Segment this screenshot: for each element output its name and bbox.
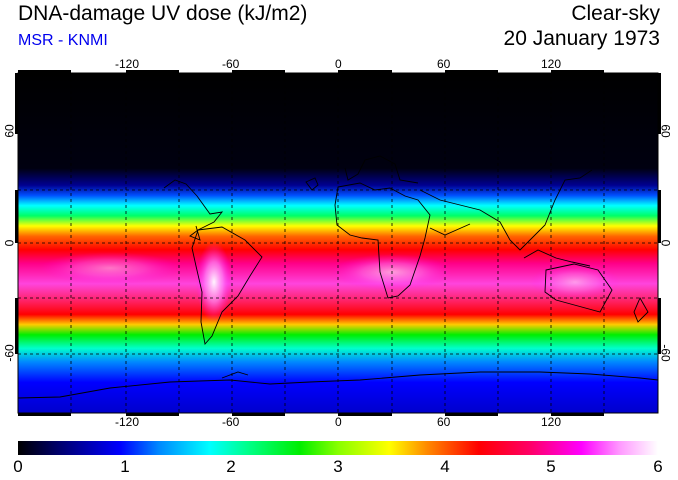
colorbar-label: 5: [546, 457, 556, 476]
lon-tick-top: 0: [335, 57, 342, 71]
colorbar: [18, 441, 658, 455]
lon-tick-bottom: -120: [115, 415, 140, 429]
lon-tick-top: 60: [437, 57, 451, 71]
source-label: MSR - KNMI: [18, 32, 108, 49]
lon-tick-bottom: 120: [541, 415, 562, 429]
coastlines: [18, 155, 658, 399]
lon-tick-top: -60: [222, 57, 240, 71]
lon-tick-top: -120: [115, 57, 140, 71]
date-label: 20 January 1973: [503, 27, 660, 50]
lon-tick-bottom: 0: [335, 415, 342, 429]
australia-hotspot: [530, 264, 620, 300]
colorbar-label: 0: [13, 457, 23, 476]
colorbar-label: 1: [120, 457, 130, 476]
lon-tick-top: 120: [541, 57, 562, 71]
lon-tick-bottom: -60: [222, 415, 240, 429]
graticule: [18, 73, 658, 413]
pacific-hotspot: [40, 252, 180, 284]
colorbar-label: 4: [440, 457, 450, 476]
lon-tick-bottom: 60: [437, 415, 451, 429]
border-scale: [15, 70, 661, 416]
andes-hotspot: [196, 242, 232, 322]
product-label: Clear-sky: [571, 2, 660, 25]
colorbar-label: 3: [333, 457, 343, 476]
map-title: DNA-damage UV dose (kJ/m2): [18, 2, 308, 25]
colorbar-label: 2: [226, 457, 236, 476]
colorbar-label: 6: [653, 457, 663, 476]
